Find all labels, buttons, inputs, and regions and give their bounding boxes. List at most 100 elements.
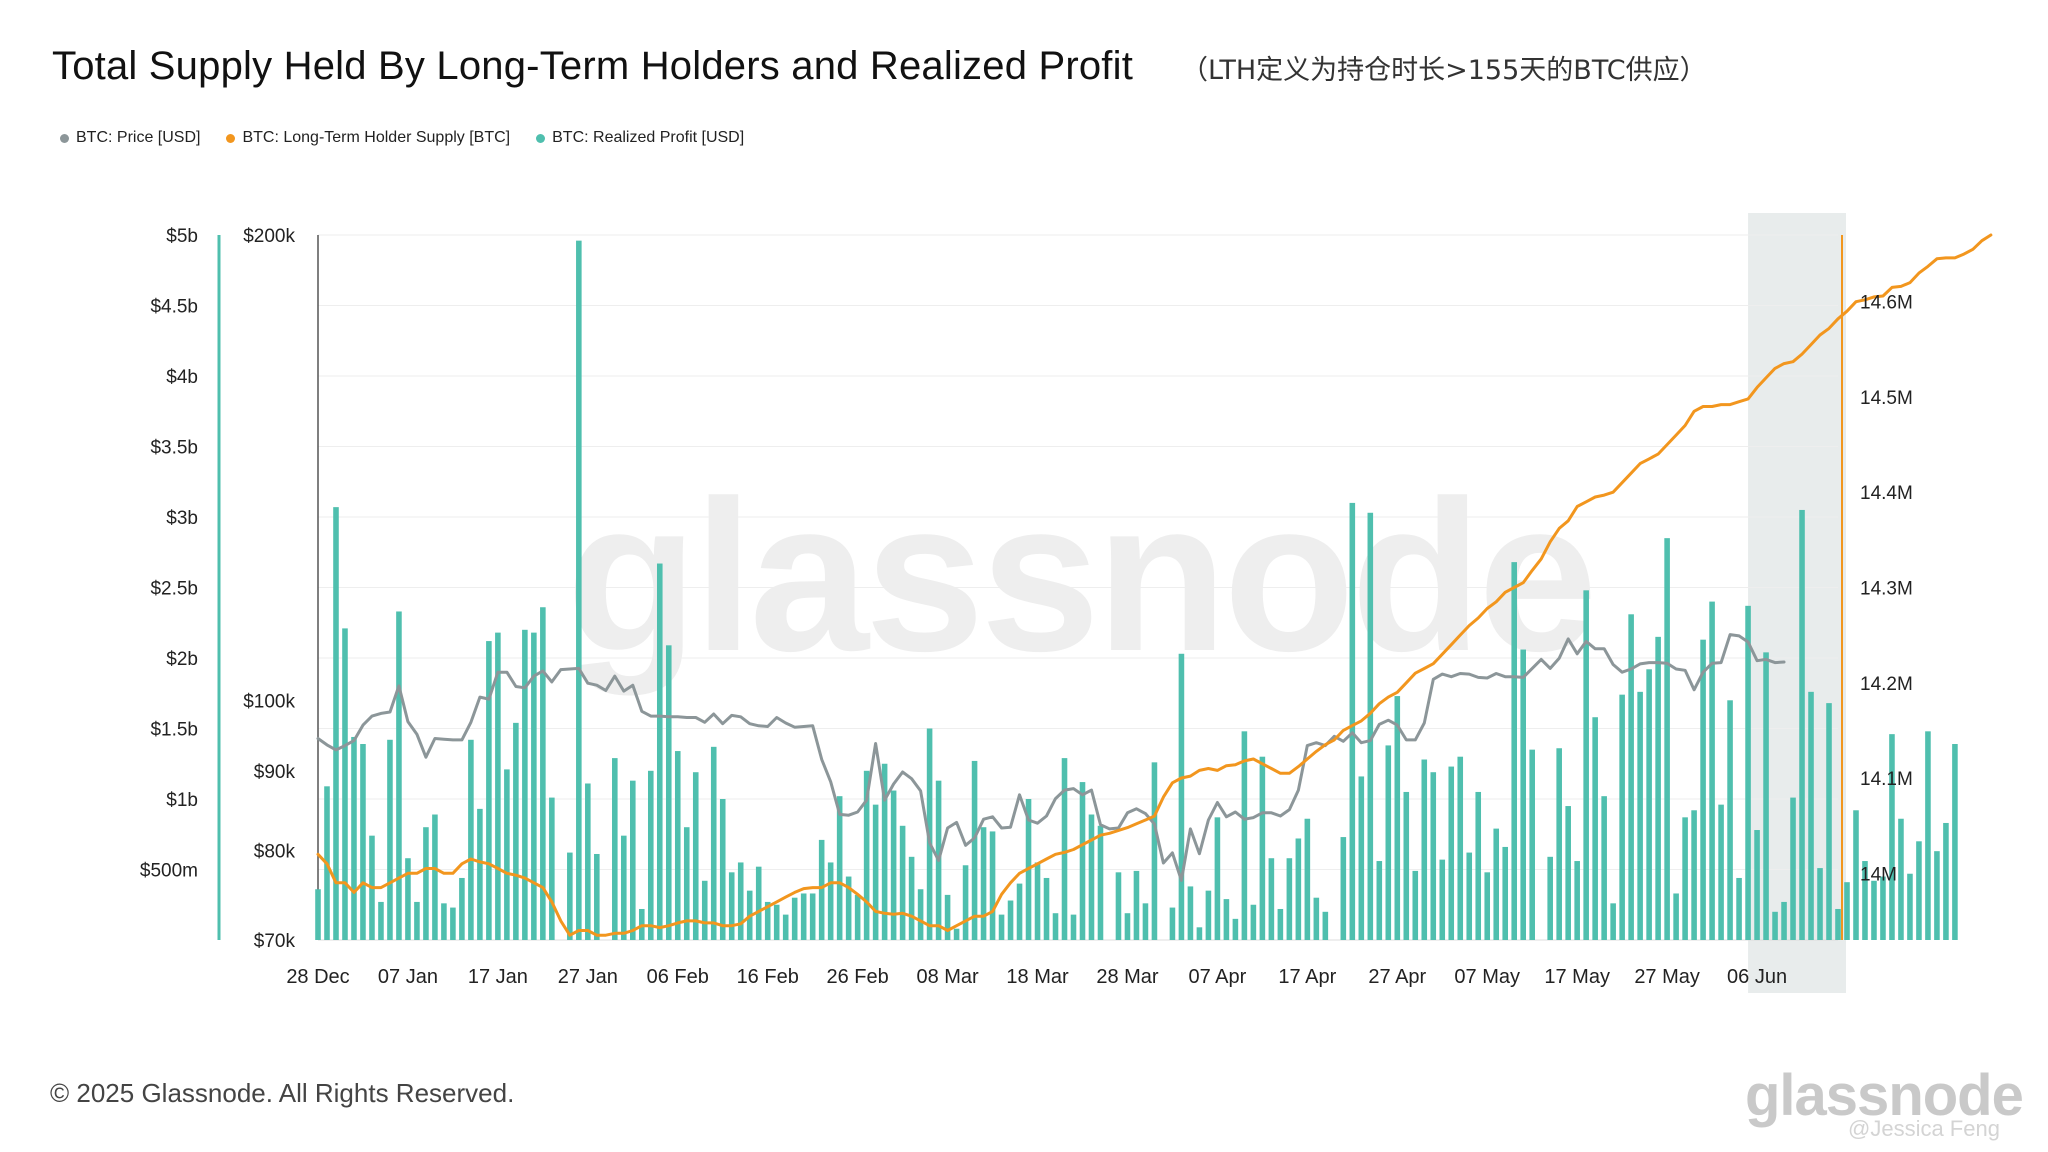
realized-profit-bar [998, 914, 1005, 940]
price-tick-label: $90k [254, 762, 296, 783]
realized-profit-bar [692, 772, 699, 940]
realized-profit-bar [576, 240, 582, 940]
realized-profit-bar [1340, 837, 1347, 940]
realized-profit-bar [1934, 851, 1940, 940]
realized-profit-bar [782, 914, 789, 940]
realized-profit-bar [1691, 810, 1697, 940]
price-tick-label: $70k [254, 931, 296, 952]
profit-tick-label: $1b [166, 790, 198, 811]
realized-profit-bar [1214, 817, 1221, 940]
realized-profit-bar [585, 783, 591, 940]
realized-profit-bar [396, 611, 402, 940]
realized-profit-bar [1115, 872, 1122, 940]
profit-tick-label: $3b [166, 508, 198, 529]
realized-profit-bar [1907, 873, 1913, 940]
profit-tick-label: $5b [166, 226, 198, 247]
profit-tick-label: $3.5b [150, 438, 198, 459]
profit-tick-label: $2b [166, 649, 198, 670]
legend-dot-lth-supply [226, 133, 236, 143]
realized-profit-bar [899, 825, 906, 940]
glassnode-footer-logo: glassnode [1745, 1063, 2024, 1128]
realized-profit-bar [1403, 791, 1410, 940]
realized-profit-bar [1376, 861, 1383, 940]
realized-profit-bar [405, 858, 411, 940]
realized-profit-bar [567, 852, 573, 940]
realized-profit-bar [1565, 806, 1571, 940]
x-tick-label: 28 Dec [286, 966, 349, 988]
x-tick-label: 27 Apr [1368, 966, 1426, 988]
realized-profit-bar [1133, 870, 1140, 940]
realized-profit-bar [1070, 914, 1077, 940]
realized-profit-bar [1322, 911, 1329, 940]
realized-profit-bar [1826, 703, 1832, 940]
x-tick-label: 08 Mar [916, 966, 979, 988]
realized-profit-bar [809, 893, 816, 940]
realized-profit-bar [1268, 858, 1275, 940]
realized-profit-bar [594, 853, 600, 940]
realized-profit-bar [1763, 652, 1769, 940]
realized-profit-bar [1709, 601, 1715, 940]
realized-profit-bar [1502, 846, 1509, 940]
realized-profit-bar [1304, 818, 1311, 940]
legend-item-lth-supply[interactable]: BTC: Long-Term Holder Supply [BTC] [226, 129, 510, 147]
x-tick-label: 27 Jan [558, 966, 618, 988]
chart-svg: glassnode $500m $1b $1.5b $2b $2.5b $3b $3.5b $4… [140, 213, 1993, 993]
chart-subtitle: （LTH定义为持仓时长>155天的BTC供应） [1181, 55, 1707, 86]
realized-profit-bar [1610, 903, 1616, 940]
realized-profit-bar [863, 770, 870, 940]
realized-profit-bar [1124, 913, 1131, 940]
realized-profit-bar [459, 877, 465, 940]
realized-profit-bar [432, 814, 438, 940]
supply-tick-label: 14.4M [1860, 483, 1913, 504]
realized-profit-bar [1187, 886, 1194, 940]
realized-profit-bar [1772, 911, 1778, 940]
realized-profit-bar [1484, 872, 1491, 940]
supply-tick-label: 14.5M [1860, 388, 1913, 409]
realized-profit-bar [1871, 880, 1877, 940]
legend-item-realized-profit[interactable]: BTC: Realized Profit [USD] [536, 129, 744, 147]
realized-profit-bar [1385, 745, 1392, 940]
legend-label-realized-profit: BTC: Realized Profit [USD] [552, 129, 745, 146]
realized-profit-bar [872, 804, 879, 940]
realized-profit-bar [522, 629, 528, 940]
realized-profit-bar [414, 901, 420, 940]
realized-profit-bar [719, 799, 726, 940]
realized-profit-bar [845, 876, 852, 940]
realized-profit-bar [1232, 918, 1239, 940]
realized-profit-bar [1142, 903, 1149, 940]
realized-profit-bar [971, 760, 978, 940]
realized-profit-bar [1655, 636, 1661, 940]
realized-profit-bar [1169, 907, 1176, 940]
copyright-footer: © 2025 Glassnode. All Rights Reserved. [50, 1078, 515, 1108]
realized-profit-bar [441, 903, 447, 940]
realized-profit-bar [1943, 822, 1949, 940]
realized-profit-bar [1862, 861, 1868, 940]
supply-tick-label: 14.1M [1860, 769, 1913, 790]
realized-profit-bar [1808, 691, 1814, 940]
realized-profit-bar [630, 780, 636, 940]
realized-profit-bar [1196, 927, 1203, 940]
realized-profit-bar [1367, 512, 1374, 940]
realized-profit-bar [1412, 870, 1419, 940]
realized-profit-bar [1574, 861, 1580, 940]
realized-profit-bar [1178, 653, 1185, 940]
realized-profit-bar [1061, 758, 1068, 940]
realized-profit-bar [1601, 796, 1607, 940]
legend-label-lth-supply: BTC: Long-Term Holder Supply [BTC] [242, 129, 511, 146]
realized-profit-bar [531, 632, 537, 940]
x-tick-label: 06 Jun [1727, 966, 1787, 988]
x-tick-label: 17 Jan [468, 966, 528, 988]
realized-profit-bar [1619, 694, 1625, 940]
legend-item-price[interactable]: BTC: Price [USD] [60, 129, 200, 147]
realized-profit-bar [1493, 828, 1500, 940]
chart-title: Total Supply Held By Long-Term Holders a… [52, 44, 1134, 88]
realized-profit-bar [800, 893, 807, 940]
realized-profit-bar [540, 607, 546, 940]
legend-dot-price [60, 133, 69, 143]
realized-profit-bar [962, 865, 969, 940]
realized-profit-bar [665, 645, 672, 940]
realized-profit-bar [1916, 841, 1922, 940]
realized-profit-bar [1088, 814, 1095, 940]
realized-profit-bar [1898, 818, 1904, 940]
realized-profit-bar [1700, 639, 1706, 940]
